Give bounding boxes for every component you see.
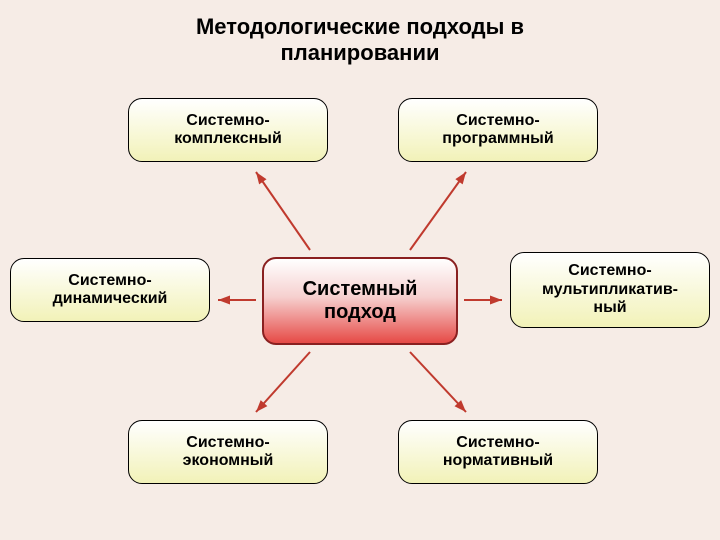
arrow-line	[410, 172, 466, 250]
arrow-head-icon	[490, 296, 502, 305]
center-node: Системный подход	[262, 257, 458, 345]
arrow-head-icon	[256, 172, 267, 184]
outer-node-label: Системно- нормативный	[443, 434, 553, 471]
arrow-line	[256, 172, 310, 250]
outer-node-label: Системно- программный	[442, 112, 553, 149]
outer-node-top-left: Системно- комплексный	[128, 98, 328, 162]
outer-node-label: Системно- комплексный	[174, 112, 282, 149]
outer-node-label: Системно- мультипликатив- ный	[542, 262, 678, 317]
outer-node-label: Системно- экономный	[183, 434, 274, 471]
arrow-head-icon	[218, 296, 230, 305]
arrow-head-icon	[455, 400, 466, 412]
outer-node-mid-right: Системно- мультипликатив- ный	[510, 252, 710, 328]
diagram-title: Методологические подходы в планировании	[0, 14, 720, 67]
center-node-label: Системный подход	[303, 278, 418, 324]
outer-node-bot-left: Системно- экономный	[128, 420, 328, 484]
arrow-head-icon	[256, 400, 267, 412]
outer-node-label: Системно- динамический	[53, 272, 168, 309]
arrow-head-icon	[455, 172, 466, 184]
outer-node-mid-left: Системно- динамический	[10, 258, 210, 322]
arrow-line	[410, 352, 466, 412]
outer-node-top-right: Системно- программный	[398, 98, 598, 162]
outer-node-bot-right: Системно- нормативный	[398, 420, 598, 484]
arrow-line	[256, 352, 310, 412]
